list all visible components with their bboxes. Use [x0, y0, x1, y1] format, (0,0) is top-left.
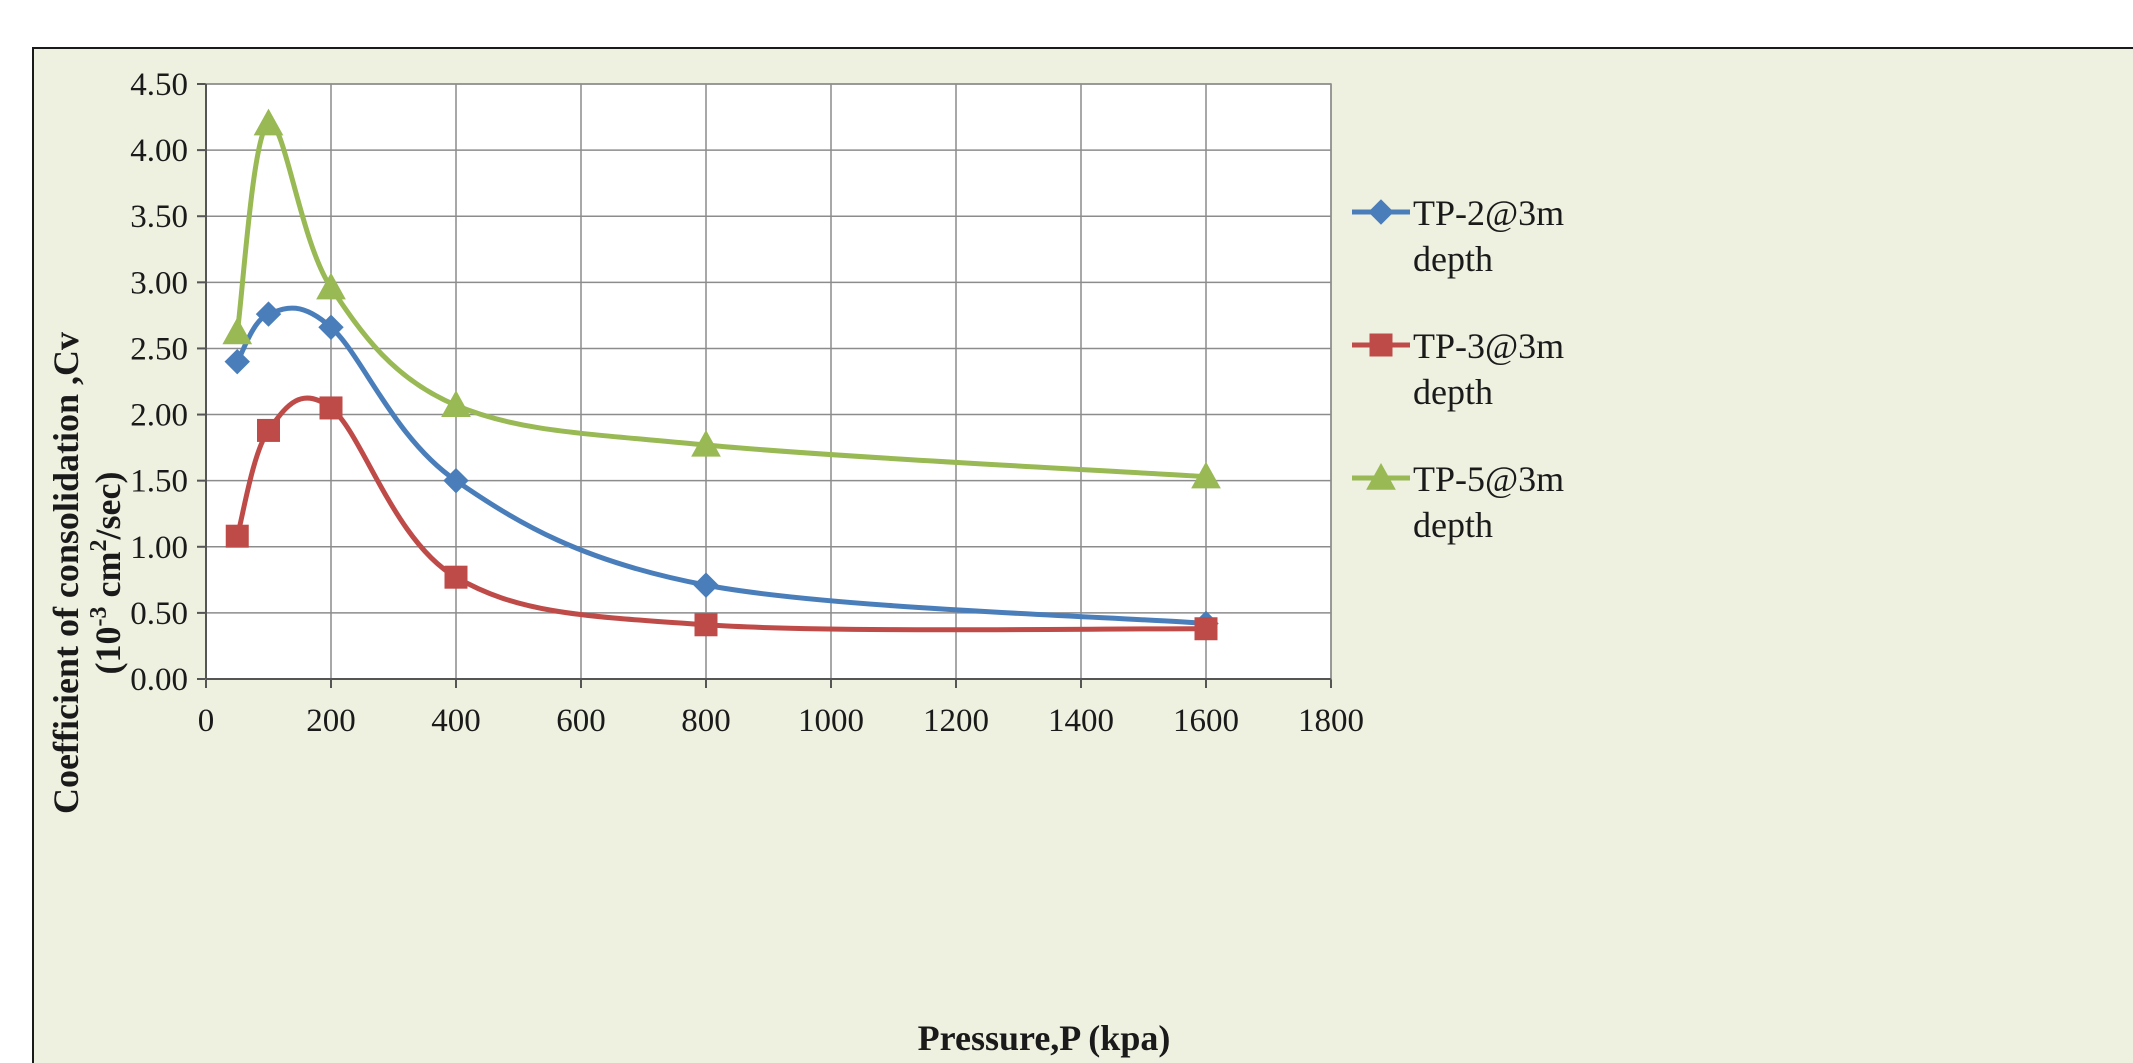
- grid: [205, 83, 1332, 680]
- y-axis-title-mid: cm: [88, 551, 128, 606]
- legend-entry: TP-3@3m depth: [1352, 326, 1564, 412]
- series-line: [235, 305, 1207, 626]
- y-tick-label: 4.50: [130, 67, 188, 103]
- legend-label-line2: depth: [1413, 372, 1493, 412]
- legend: TP-2@3m depth TP-3@3m depth TP-5@3m depth: [1352, 193, 1564, 545]
- x-axis-title: Pressure,P (kpa): [918, 1018, 1171, 1058]
- legend-marker: [1368, 199, 1394, 225]
- x-tick-label: 0: [198, 703, 215, 739]
- axes: [197, 83, 1332, 688]
- legend-entry: TP-2@3m depth: [1352, 193, 1564, 279]
- data-point: [222, 317, 253, 345]
- y-tick-label: 4.00: [130, 133, 188, 169]
- y-axis-title-suffix: /sec): [88, 472, 128, 541]
- y-tick-label: 0.00: [130, 662, 188, 698]
- data-point: [693, 572, 719, 598]
- x-tick-label: 1800: [1298, 703, 1364, 739]
- series-3: [222, 108, 1221, 489]
- y-axis-title-prefix: (10: [88, 626, 128, 674]
- series-1: [224, 301, 1219, 637]
- plot-background: [206, 84, 1331, 679]
- data-point: [441, 390, 471, 417]
- data-point: [691, 429, 721, 457]
- data-point: [224, 348, 250, 375]
- y-tick-label: 0.50: [130, 596, 188, 632]
- data-point: [1191, 461, 1221, 489]
- y-axis-title: Coefficient of consolidation ,Cv (10-3 c…: [46, 332, 128, 814]
- y-tick-label: 2.50: [130, 331, 188, 367]
- series-2: [225, 395, 1218, 641]
- data-point: [316, 272, 346, 300]
- y-axis-title-line1: Coefficient of consolidation ,Cv: [46, 332, 86, 814]
- data-point: [255, 301, 282, 327]
- legend-label-line2: depth: [1413, 239, 1493, 279]
- x-tick-label: 1400: [1048, 703, 1114, 739]
- tick-labels: 0 200 400 600 800 1000 1200 1400 1600 1800 0.00 0.5…: [130, 67, 1364, 739]
- x-tick-label: 1000: [798, 703, 864, 739]
- data-point: [694, 613, 718, 637]
- legend-marker: [1366, 462, 1396, 490]
- x-tick-label: 800: [681, 703, 731, 739]
- y-axis-title-line2: (10-3 cm2/sec): [86, 472, 128, 675]
- data-point: [225, 524, 249, 548]
- legend-label: TP-2@3m: [1413, 193, 1564, 233]
- data-point: [1194, 617, 1218, 641]
- x-tick-label: 1200: [923, 703, 989, 739]
- data-point: [443, 467, 469, 494]
- legend-marker: [1369, 333, 1393, 357]
- data-point: [253, 108, 284, 136]
- data-point: [444, 565, 468, 589]
- y-tick-label: 1.50: [130, 464, 188, 500]
- y-axis-title-exp1: -3: [86, 606, 112, 626]
- legend-label: TP-5@3m: [1413, 459, 1564, 499]
- y-tick-label: 1.00: [130, 530, 188, 566]
- y-axis-title-exp2: 2: [86, 540, 112, 552]
- data-point: [257, 418, 280, 442]
- x-tick-label: 400: [431, 703, 481, 739]
- legend-entry: TP-5@3m depth: [1352, 459, 1564, 545]
- x-tick-label: 1600: [1173, 703, 1239, 739]
- x-tick-label: 200: [306, 703, 356, 739]
- x-tick-label: 600: [556, 703, 606, 739]
- y-tick-label: 3.50: [130, 199, 188, 235]
- y-tick-label: 2.00: [130, 398, 188, 434]
- legend-label-line2: depth: [1413, 505, 1493, 545]
- series-lines: [222, 108, 1221, 641]
- data-point: [319, 396, 343, 420]
- legend-label: TP-3@3m: [1413, 326, 1564, 366]
- data-point: [318, 314, 344, 340]
- y-tick-label: 3.00: [130, 265, 188, 301]
